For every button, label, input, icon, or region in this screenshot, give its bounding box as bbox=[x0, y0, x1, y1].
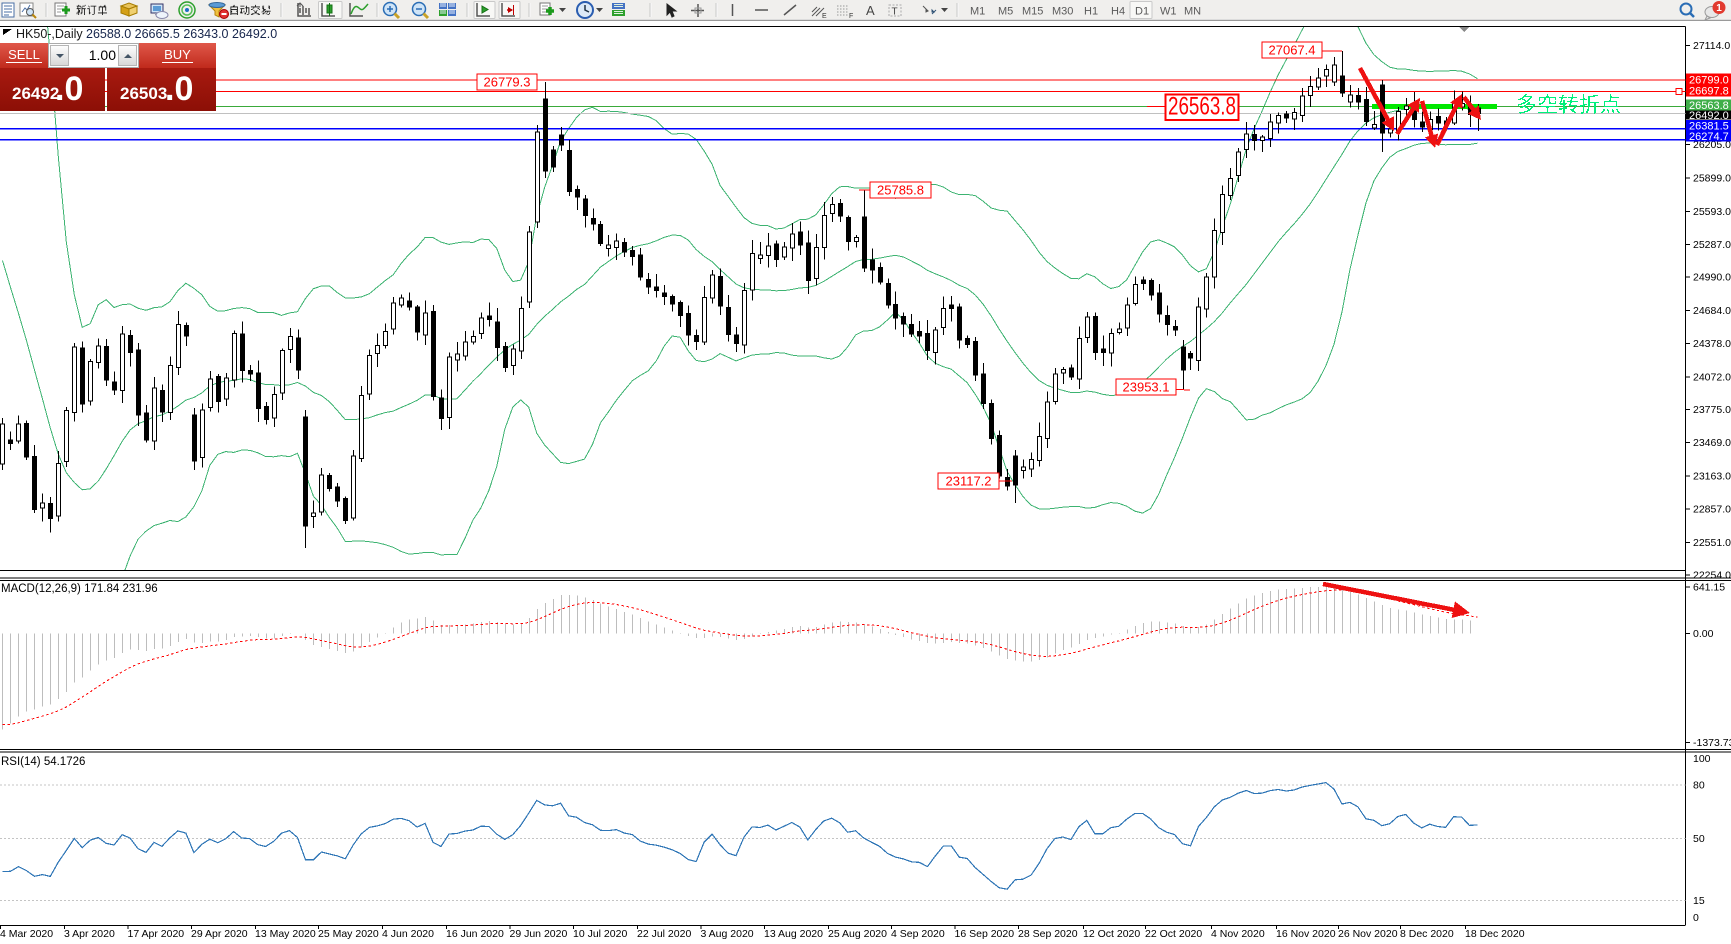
svg-text:26205.0: 26205.0 bbox=[1693, 139, 1731, 151]
svg-text:24990.0: 24990.0 bbox=[1693, 272, 1731, 284]
svg-text:25 May 2020: 25 May 2020 bbox=[318, 928, 379, 940]
svg-text:23117.2: 23117.2 bbox=[945, 474, 991, 489]
svg-text:29 Jun 2020: 29 Jun 2020 bbox=[510, 928, 568, 940]
svg-text:0.00: 0.00 bbox=[1693, 628, 1714, 640]
svg-text:26799.0: 26799.0 bbox=[1689, 75, 1729, 87]
svg-text:22254.0: 22254.0 bbox=[1693, 569, 1731, 581]
svg-text:24684.0: 24684.0 bbox=[1693, 305, 1731, 317]
svg-text:M5: M5 bbox=[998, 6, 1013, 18]
svg-text:26274.7: 26274.7 bbox=[1689, 131, 1729, 143]
svg-text:H1: H1 bbox=[1084, 6, 1098, 18]
svg-text:15: 15 bbox=[1693, 895, 1705, 907]
svg-text:26563.8: 26563.8 bbox=[1689, 100, 1729, 112]
svg-text:8 Dec 2020: 8 Dec 2020 bbox=[1400, 928, 1454, 940]
svg-text:25287.0: 25287.0 bbox=[1693, 239, 1731, 251]
svg-text:50: 50 bbox=[1693, 833, 1705, 845]
svg-text:13 Aug 2020: 13 Aug 2020 bbox=[764, 928, 823, 940]
svg-text:22857.0: 22857.0 bbox=[1693, 504, 1731, 516]
svg-text:27114.0: 27114.0 bbox=[1693, 40, 1730, 52]
svg-text:E: E bbox=[822, 13, 827, 20]
svg-text:13 May 2020: 13 May 2020 bbox=[255, 928, 316, 940]
svg-text:4 Jun 2020: 4 Jun 2020 bbox=[382, 928, 434, 940]
svg-text:22 Jul 2020: 22 Jul 2020 bbox=[637, 928, 691, 940]
svg-text:18 Dec 2020: 18 Dec 2020 bbox=[1465, 928, 1525, 940]
svg-text:16 Sep 2020: 16 Sep 2020 bbox=[955, 928, 1015, 940]
svg-text:M1: M1 bbox=[970, 6, 985, 18]
svg-text:25593.0: 25593.0 bbox=[1693, 206, 1731, 218]
svg-text:3 Aug 2020: 3 Aug 2020 bbox=[701, 928, 754, 940]
svg-text:23953.1: 23953.1 bbox=[1123, 380, 1170, 395]
svg-text:M15: M15 bbox=[1022, 6, 1043, 18]
svg-text:HK50-,Daily: HK50-,Daily bbox=[16, 27, 83, 41]
svg-text:641.15: 641.15 bbox=[1693, 582, 1725, 594]
svg-text:23775.0: 23775.0 bbox=[1693, 404, 1731, 416]
svg-text:-1373.73: -1373.73 bbox=[1693, 737, 1731, 749]
svg-text:25 Aug 2020: 25 Aug 2020 bbox=[828, 928, 887, 940]
svg-text:100: 100 bbox=[1693, 753, 1711, 765]
svg-text:4 Mar 2020: 4 Mar 2020 bbox=[0, 928, 53, 940]
svg-text:29 Apr 2020: 29 Apr 2020 bbox=[191, 928, 248, 940]
svg-text:1: 1 bbox=[1716, 3, 1722, 14]
svg-text:RSI(14) 54.1726: RSI(14) 54.1726 bbox=[1, 756, 85, 768]
svg-text:80: 80 bbox=[1693, 780, 1705, 792]
svg-text:0: 0 bbox=[1693, 912, 1699, 924]
svg-text:16 Nov 2020: 16 Nov 2020 bbox=[1276, 928, 1336, 940]
svg-text:22 Oct 2020: 22 Oct 2020 bbox=[1145, 928, 1202, 940]
svg-text:16 Jun 2020: 16 Jun 2020 bbox=[446, 928, 504, 940]
svg-text:23163.0: 23163.0 bbox=[1693, 470, 1731, 482]
svg-text:F: F bbox=[849, 13, 853, 20]
svg-text:A: A bbox=[866, 3, 875, 18]
svg-text:26563.8: 26563.8 bbox=[1168, 93, 1236, 121]
svg-text:28 Sep 2020: 28 Sep 2020 bbox=[1018, 928, 1078, 940]
svg-text:M30: M30 bbox=[1052, 6, 1073, 18]
svg-text:W1: W1 bbox=[1160, 6, 1177, 18]
svg-text:17 Apr 2020: 17 Apr 2020 bbox=[128, 928, 185, 940]
svg-text:24378.0: 24378.0 bbox=[1693, 338, 1731, 350]
svg-text:12 Oct 2020: 12 Oct 2020 bbox=[1083, 928, 1140, 940]
svg-text:4 Nov 2020: 4 Nov 2020 bbox=[1211, 928, 1265, 940]
svg-text:22551.0: 22551.0 bbox=[1693, 537, 1731, 549]
svg-text:25899.0: 25899.0 bbox=[1693, 173, 1731, 185]
svg-text:24072.0: 24072.0 bbox=[1693, 371, 1731, 383]
svg-text:D1: D1 bbox=[1135, 6, 1149, 18]
svg-text:26779.3: 26779.3 bbox=[484, 75, 531, 90]
svg-text:3 Apr 2020: 3 Apr 2020 bbox=[64, 928, 115, 940]
svg-text:26697.8: 26697.8 bbox=[1689, 85, 1729, 97]
svg-text:MN: MN bbox=[1184, 6, 1201, 18]
svg-text:T: T bbox=[892, 7, 898, 18]
svg-text:H4: H4 bbox=[1111, 6, 1125, 18]
svg-text:26492.0: 26492.0 bbox=[1689, 110, 1729, 122]
svg-text:23469.0: 23469.0 bbox=[1693, 437, 1731, 449]
svg-text:MACD(12,26,9) 171.84 231.96: MACD(12,26,9) 171.84 231.96 bbox=[1, 583, 158, 595]
svg-text:26588.0 26665.5 26343.0 26492.: 26588.0 26665.5 26343.0 26492.0 bbox=[86, 27, 277, 41]
svg-text:26381.5: 26381.5 bbox=[1689, 121, 1729, 133]
svg-text:26 Nov 2020: 26 Nov 2020 bbox=[1338, 928, 1398, 940]
svg-text:27067.4: 27067.4 bbox=[1269, 43, 1316, 58]
svg-text:25785.8: 25785.8 bbox=[877, 183, 924, 198]
svg-text:10 Jul 2020: 10 Jul 2020 bbox=[573, 928, 627, 940]
svg-text:4 Sep 2020: 4 Sep 2020 bbox=[891, 928, 945, 940]
